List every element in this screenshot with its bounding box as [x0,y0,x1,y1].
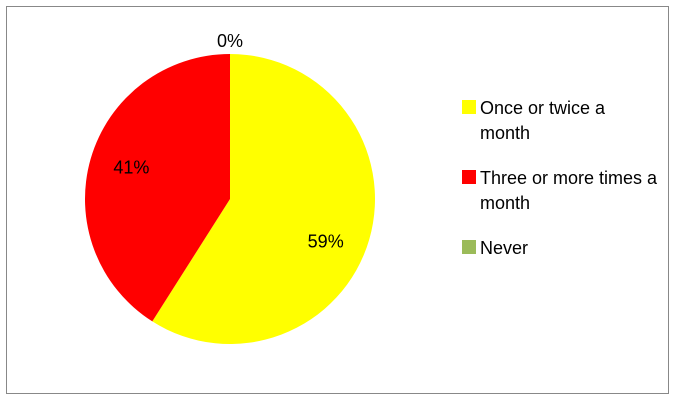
legend-swatch [462,240,476,254]
legend-item-once-or-twice: Once or twice a month [462,96,662,146]
legend-item-never: Never [462,236,662,261]
legend-label: Never [480,236,658,261]
legend-swatch [462,100,476,114]
pie-slices [85,54,375,344]
legend-label: Once or twice a month [480,96,658,146]
data-label: 59% [308,231,344,251]
legend-label: Three or more times a month [480,166,658,216]
data-label: 41% [113,157,149,177]
legend-swatch [462,170,476,184]
legend-item-three-or-more: Three or more times a month [462,166,662,216]
data-label: 0% [217,31,243,51]
legend: Once or twice a month Three or more time… [462,96,662,281]
